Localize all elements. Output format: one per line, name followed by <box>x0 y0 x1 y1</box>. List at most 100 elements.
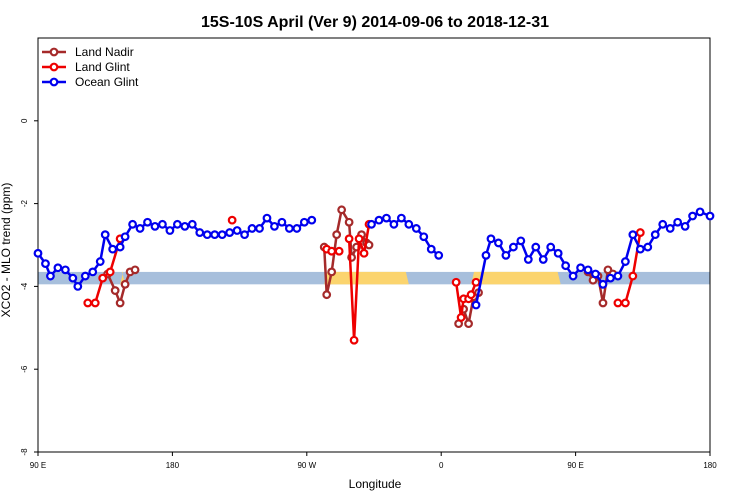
data-point <box>344 217 354 227</box>
reference-band-highlight-1 <box>324 271 409 285</box>
data-point <box>165 226 175 235</box>
data-point <box>494 238 503 248</box>
data-point <box>501 250 511 260</box>
data-point <box>41 259 50 269</box>
data-point <box>613 298 623 308</box>
series-land-glint <box>83 215 645 345</box>
chart-title: 15S-10S April (Ver 9) 2014-09-06 to 2018… <box>201 14 549 31</box>
data-point <box>202 230 212 240</box>
y-tick-label: -4 <box>20 282 29 290</box>
data-point <box>120 279 130 289</box>
data-point <box>98 273 108 283</box>
data-point <box>307 215 317 225</box>
data-point <box>255 224 264 233</box>
data-point <box>115 298 125 308</box>
data-point <box>620 257 630 266</box>
reference-band <box>38 271 710 285</box>
data-point <box>486 234 496 244</box>
data-point <box>481 250 491 260</box>
data-point <box>680 221 690 231</box>
legend-swatch-marker <box>49 77 59 87</box>
data-point <box>128 219 137 229</box>
data-point <box>232 226 242 235</box>
data-point <box>576 263 585 273</box>
data-point <box>110 286 120 295</box>
data-point <box>613 271 623 281</box>
data-point <box>73 282 83 291</box>
data-point <box>60 265 70 275</box>
data-point <box>68 273 78 283</box>
data-point <box>374 215 384 225</box>
data-point <box>108 244 118 254</box>
data-point <box>172 219 182 229</box>
x-tick-label: 90 E <box>567 461 583 470</box>
data-point <box>33 248 43 258</box>
data-point <box>620 298 630 308</box>
data-point <box>334 246 344 256</box>
x-tick-label: 90 E <box>30 461 46 470</box>
data-point <box>322 290 332 300</box>
x-tick-label: 90 W <box>297 461 316 470</box>
data-point <box>277 217 287 227</box>
data-point <box>327 267 337 277</box>
data-point <box>456 313 466 322</box>
data-point <box>705 211 715 221</box>
data-point <box>650 230 660 240</box>
data-point <box>349 335 359 345</box>
data-point <box>53 263 63 273</box>
data-point <box>466 290 476 300</box>
data-point <box>553 248 563 258</box>
data-point <box>523 255 533 264</box>
data-point <box>90 298 100 308</box>
data-point <box>568 271 578 281</box>
data-point <box>434 250 444 260</box>
data-point <box>359 248 369 258</box>
data-point <box>120 232 130 242</box>
series-layer <box>33 205 715 345</box>
legend-label: Ocean Glint <box>75 75 139 89</box>
data-point <box>404 219 414 229</box>
data-point <box>583 265 593 275</box>
data-point <box>538 255 548 264</box>
data-point <box>227 215 237 225</box>
legend-swatch-marker <box>49 47 59 57</box>
data-point <box>217 230 227 240</box>
data-point <box>658 219 668 229</box>
data-point <box>516 236 526 246</box>
data-point <box>115 242 125 252</box>
data-point <box>284 224 294 233</box>
plot-frame <box>37 37 711 453</box>
data-point <box>628 230 638 240</box>
data-point <box>327 246 337 256</box>
data-point <box>46 271 55 281</box>
y-axis-label: XCO2 - MLO trend (ppm) <box>0 183 13 318</box>
data-point <box>332 230 342 240</box>
y-tick-label: -2 <box>20 199 29 207</box>
data-point <box>100 230 110 240</box>
series-ocean-glint <box>33 207 715 310</box>
data-point <box>665 224 675 233</box>
data-point <box>673 217 683 227</box>
x-tick-label: 180 <box>166 461 180 470</box>
data-point <box>262 213 272 223</box>
data-point <box>337 205 347 215</box>
data-point <box>464 319 473 329</box>
legend-swatch-marker <box>49 62 59 72</box>
data-point <box>688 211 697 221</box>
y-tick-label: -8 <box>20 448 29 456</box>
data-point <box>546 242 556 252</box>
data-point <box>531 242 541 252</box>
data-point <box>195 228 205 237</box>
data-point <box>210 230 220 240</box>
reference-band-highlight-2 <box>471 271 561 285</box>
data-point <box>382 213 391 223</box>
data-point <box>426 244 436 254</box>
data-point <box>561 261 571 271</box>
data-point <box>606 273 615 283</box>
y-tick-label: -6 <box>20 365 29 373</box>
data-point <box>187 219 197 229</box>
x-tick-label: 180 <box>703 461 717 470</box>
data-point <box>158 219 167 229</box>
data-point <box>80 271 90 281</box>
data-point <box>396 213 406 223</box>
